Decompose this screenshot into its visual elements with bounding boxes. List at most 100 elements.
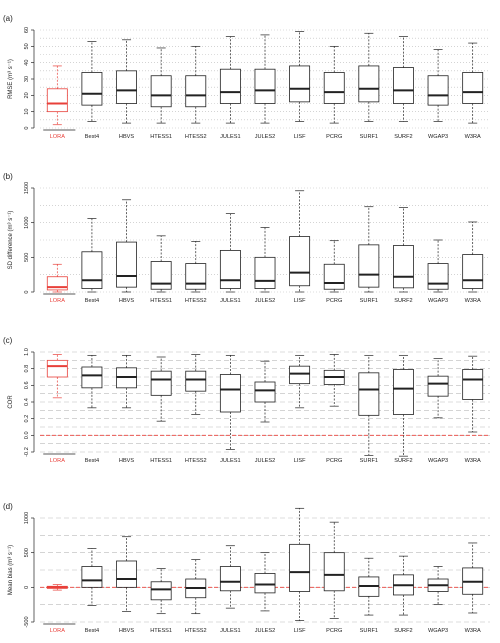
box-iqr [323, 552, 345, 592]
y-tick-label: 0.0 [24, 431, 30, 439]
box-lora [46, 354, 68, 399]
y-tick-label: 0.4 [24, 398, 30, 406]
box-iqr [150, 261, 172, 290]
category-label: W3RA [465, 458, 481, 464]
category-label: JULES1 [220, 458, 241, 464]
box-iqr [358, 65, 380, 103]
box-iqr [254, 68, 276, 104]
y-tick-label: 30 [24, 76, 30, 82]
box-surf2 [393, 36, 414, 122]
category-label: PCRG [326, 628, 342, 634]
box-htess1 [150, 47, 172, 124]
category-label: HTESS1 [150, 458, 172, 464]
panel-label: (d) [3, 502, 13, 511]
y-tick-label: 0 [24, 290, 30, 293]
box-hbvs [116, 536, 137, 612]
category-label: PCRG [326, 458, 342, 464]
y-tick-label: 1500 [24, 182, 30, 194]
category-label: LORA [50, 628, 66, 634]
box-iqr [462, 72, 484, 104]
box-iqr [358, 372, 380, 416]
box-best4 [81, 218, 103, 293]
y-tick-label: 0.2 [24, 415, 30, 423]
category-label: Best4 [85, 628, 99, 634]
category-label: HTESS2 [185, 628, 207, 634]
box-jules1 [219, 354, 241, 450]
category-label: PCRG [326, 298, 342, 304]
panel-label: (a) [3, 14, 13, 23]
box-iqr [219, 566, 241, 592]
category-label: W3RA [465, 134, 481, 140]
box-iqr [254, 381, 276, 403]
box-iqr [46, 88, 68, 113]
box-lora [46, 65, 68, 126]
box-hbvs [116, 199, 137, 293]
box-iqr [393, 245, 414, 289]
box-wgap3 [427, 239, 449, 293]
box-iqr [323, 72, 345, 104]
box-surf1 [358, 32, 380, 122]
box-iqr [254, 573, 276, 594]
category-label: LORA [50, 458, 66, 464]
category-label: JULES1 [220, 298, 241, 304]
y-axis-label: COR [8, 395, 14, 409]
box-iqr [116, 560, 137, 588]
category-label: JULES2 [255, 458, 276, 464]
category-label: PCRG [326, 134, 342, 140]
category-label: WGAP3 [428, 134, 448, 140]
box-pcrg [323, 521, 345, 619]
box-iqr [358, 244, 380, 288]
box-iqr [150, 75, 172, 108]
panel-label: (c) [3, 336, 13, 345]
box-wgap3 [427, 566, 449, 606]
box-surf1 [358, 557, 380, 616]
box-hbvs [116, 354, 137, 409]
box-lisf [289, 31, 311, 122]
panel-3: (c) -0.2 0.0 0.2 0.4 0.6 0.8 1.0 COR LORA Best4 HBV… [3, 336, 490, 464]
box-iqr [462, 369, 484, 400]
box-surf2 [393, 207, 414, 293]
y-tick-label: 20 [24, 92, 30, 98]
y-tick-label: 1.0 [24, 348, 30, 356]
box-iqr [116, 70, 137, 104]
y-tick-label: 0.8 [24, 365, 30, 373]
category-label: Best4 [85, 458, 99, 464]
box-w3ra [462, 42, 484, 124]
category-label: HBVS [119, 458, 135, 464]
category-label: JULES1 [220, 134, 241, 140]
category-label: JULES2 [255, 134, 276, 140]
y-tick-label: 1000 [24, 512, 30, 524]
y-tick-label: 0 [24, 586, 30, 589]
y-tick-label: 60 [24, 27, 30, 33]
category-label: HTESS1 [150, 134, 172, 140]
box-hbvs [116, 39, 137, 124]
box-iqr [116, 241, 137, 288]
category-label: SURF1 [360, 298, 378, 304]
category-label: LORA [50, 298, 66, 304]
box-iqr [289, 65, 311, 103]
box-surf2 [393, 354, 414, 457]
y-axis-label: RMSE (m³ s⁻¹) [8, 59, 14, 99]
box-iqr [289, 365, 311, 385]
category-label: JULES1 [220, 628, 241, 634]
box-lisf [289, 354, 311, 409]
box-iqr [219, 68, 241, 104]
box-htess1 [150, 568, 172, 615]
y-tick-label: 1000 [24, 216, 30, 228]
category-label: HBVS [119, 134, 135, 140]
box-iqr [185, 370, 207, 392]
y-tick-label: 10 [24, 109, 30, 115]
category-label: HTESS2 [185, 134, 207, 140]
box-iqr [323, 263, 345, 290]
category-label: WGAP3 [428, 298, 448, 304]
y-tick-label: 0 [24, 126, 30, 129]
box-iqr [427, 375, 449, 397]
box-best4 [81, 548, 103, 606]
box-htess2 [185, 241, 207, 293]
category-label: W3RA [465, 298, 481, 304]
box-iqr [81, 251, 103, 289]
y-axis-label: Mean bias (m³ s⁻¹) [8, 545, 14, 595]
box-wgap3 [427, 358, 449, 419]
box-htess2 [185, 354, 207, 415]
y-tick-label: 500 [24, 253, 30, 262]
